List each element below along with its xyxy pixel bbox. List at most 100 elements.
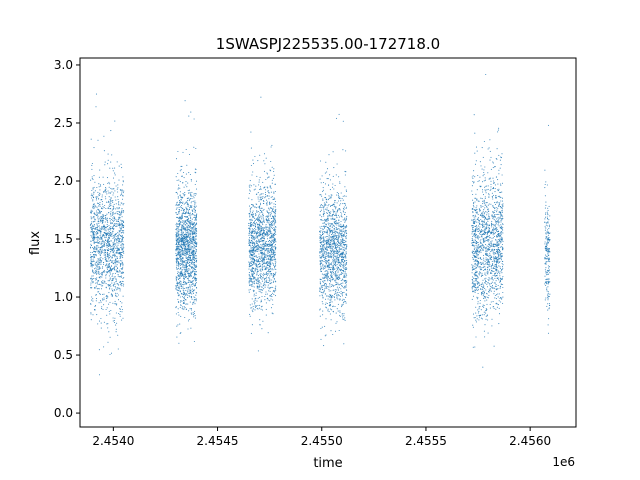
data-point — [328, 286, 330, 288]
data-point — [108, 310, 110, 312]
data-point — [270, 252, 272, 254]
data-point — [117, 219, 119, 221]
data-point — [190, 227, 192, 229]
data-point — [108, 192, 110, 194]
data-point — [252, 238, 254, 240]
data-point — [260, 96, 262, 98]
data-point — [256, 256, 258, 258]
data-point — [255, 236, 257, 238]
data-point — [184, 238, 186, 241]
data-point — [266, 232, 268, 234]
data-point — [179, 194, 181, 196]
data-point — [195, 227, 197, 230]
data-point — [180, 259, 183, 261]
data-point — [274, 226, 277, 228]
data-point — [320, 291, 322, 293]
data-point — [268, 209, 270, 211]
data-point — [105, 264, 107, 266]
data-point — [175, 237, 177, 239]
data-point — [334, 206, 336, 208]
data-point — [343, 313, 345, 315]
data-point — [101, 194, 103, 196]
data-point — [90, 209, 92, 211]
data-point — [337, 228, 339, 230]
data-point — [255, 245, 257, 247]
data-point — [339, 315, 341, 318]
data-point — [116, 207, 118, 209]
data-point — [250, 278, 252, 280]
data-point — [114, 223, 116, 225]
data-point — [121, 216, 123, 218]
data-point — [93, 231, 95, 233]
data-point — [182, 284, 184, 286]
data-point — [260, 238, 263, 240]
data-point — [337, 243, 339, 245]
data-point — [270, 269, 272, 271]
data-point — [96, 249, 98, 251]
data-point — [188, 261, 190, 263]
data-point — [249, 265, 251, 267]
data-point — [257, 286, 259, 288]
data-point — [120, 260, 122, 262]
data-point — [193, 236, 195, 238]
data-point — [261, 286, 263, 288]
data-point — [114, 216, 116, 218]
data-point — [109, 233, 111, 235]
data-point — [188, 255, 190, 258]
data-point — [105, 295, 108, 297]
data-point — [117, 235, 119, 237]
data-point — [118, 211, 120, 213]
data-point — [268, 265, 270, 267]
data-point — [113, 241, 115, 243]
data-point — [180, 315, 182, 317]
data-point — [331, 241, 333, 243]
data-point — [106, 260, 108, 262]
data-point — [190, 246, 192, 248]
data-point — [108, 181, 110, 183]
data-point — [270, 212, 272, 214]
data-point — [122, 240, 124, 243]
data-point — [183, 287, 185, 290]
data-point — [175, 250, 177, 252]
data-point — [94, 253, 96, 255]
data-point — [271, 312, 273, 314]
data-point — [336, 261, 338, 263]
data-point — [335, 312, 337, 314]
data-point — [271, 225, 273, 227]
data-point — [107, 163, 109, 165]
data-point — [186, 225, 188, 228]
data-point — [120, 189, 122, 191]
data-point — [89, 212, 92, 214]
data-point — [91, 193, 93, 195]
data-point — [321, 175, 323, 177]
data-point — [99, 277, 101, 279]
data-point — [116, 220, 118, 223]
data-point — [269, 245, 271, 247]
data-point — [182, 294, 184, 296]
data-point — [274, 183, 276, 185]
data-point — [259, 204, 262, 206]
data-point — [249, 208, 251, 210]
data-point — [336, 191, 338, 194]
data-point — [122, 192, 124, 194]
data-point — [260, 252, 262, 254]
data-point — [256, 211, 258, 213]
data-point — [268, 176, 270, 178]
data-point — [108, 205, 110, 207]
data-point — [273, 203, 275, 205]
data-point — [271, 262, 273, 264]
data-point — [249, 313, 251, 315]
data-point — [92, 200, 94, 202]
data-point — [192, 292, 195, 294]
data-point — [94, 181, 96, 183]
data-point — [91, 221, 93, 223]
data-point — [342, 199, 344, 201]
data-point — [100, 241, 102, 243]
data-point — [121, 195, 123, 197]
data-point — [267, 299, 269, 301]
data-point — [266, 274, 268, 276]
data-point — [194, 246, 196, 248]
data-point — [273, 168, 275, 170]
data-point — [110, 251, 112, 253]
data-point — [248, 185, 250, 187]
